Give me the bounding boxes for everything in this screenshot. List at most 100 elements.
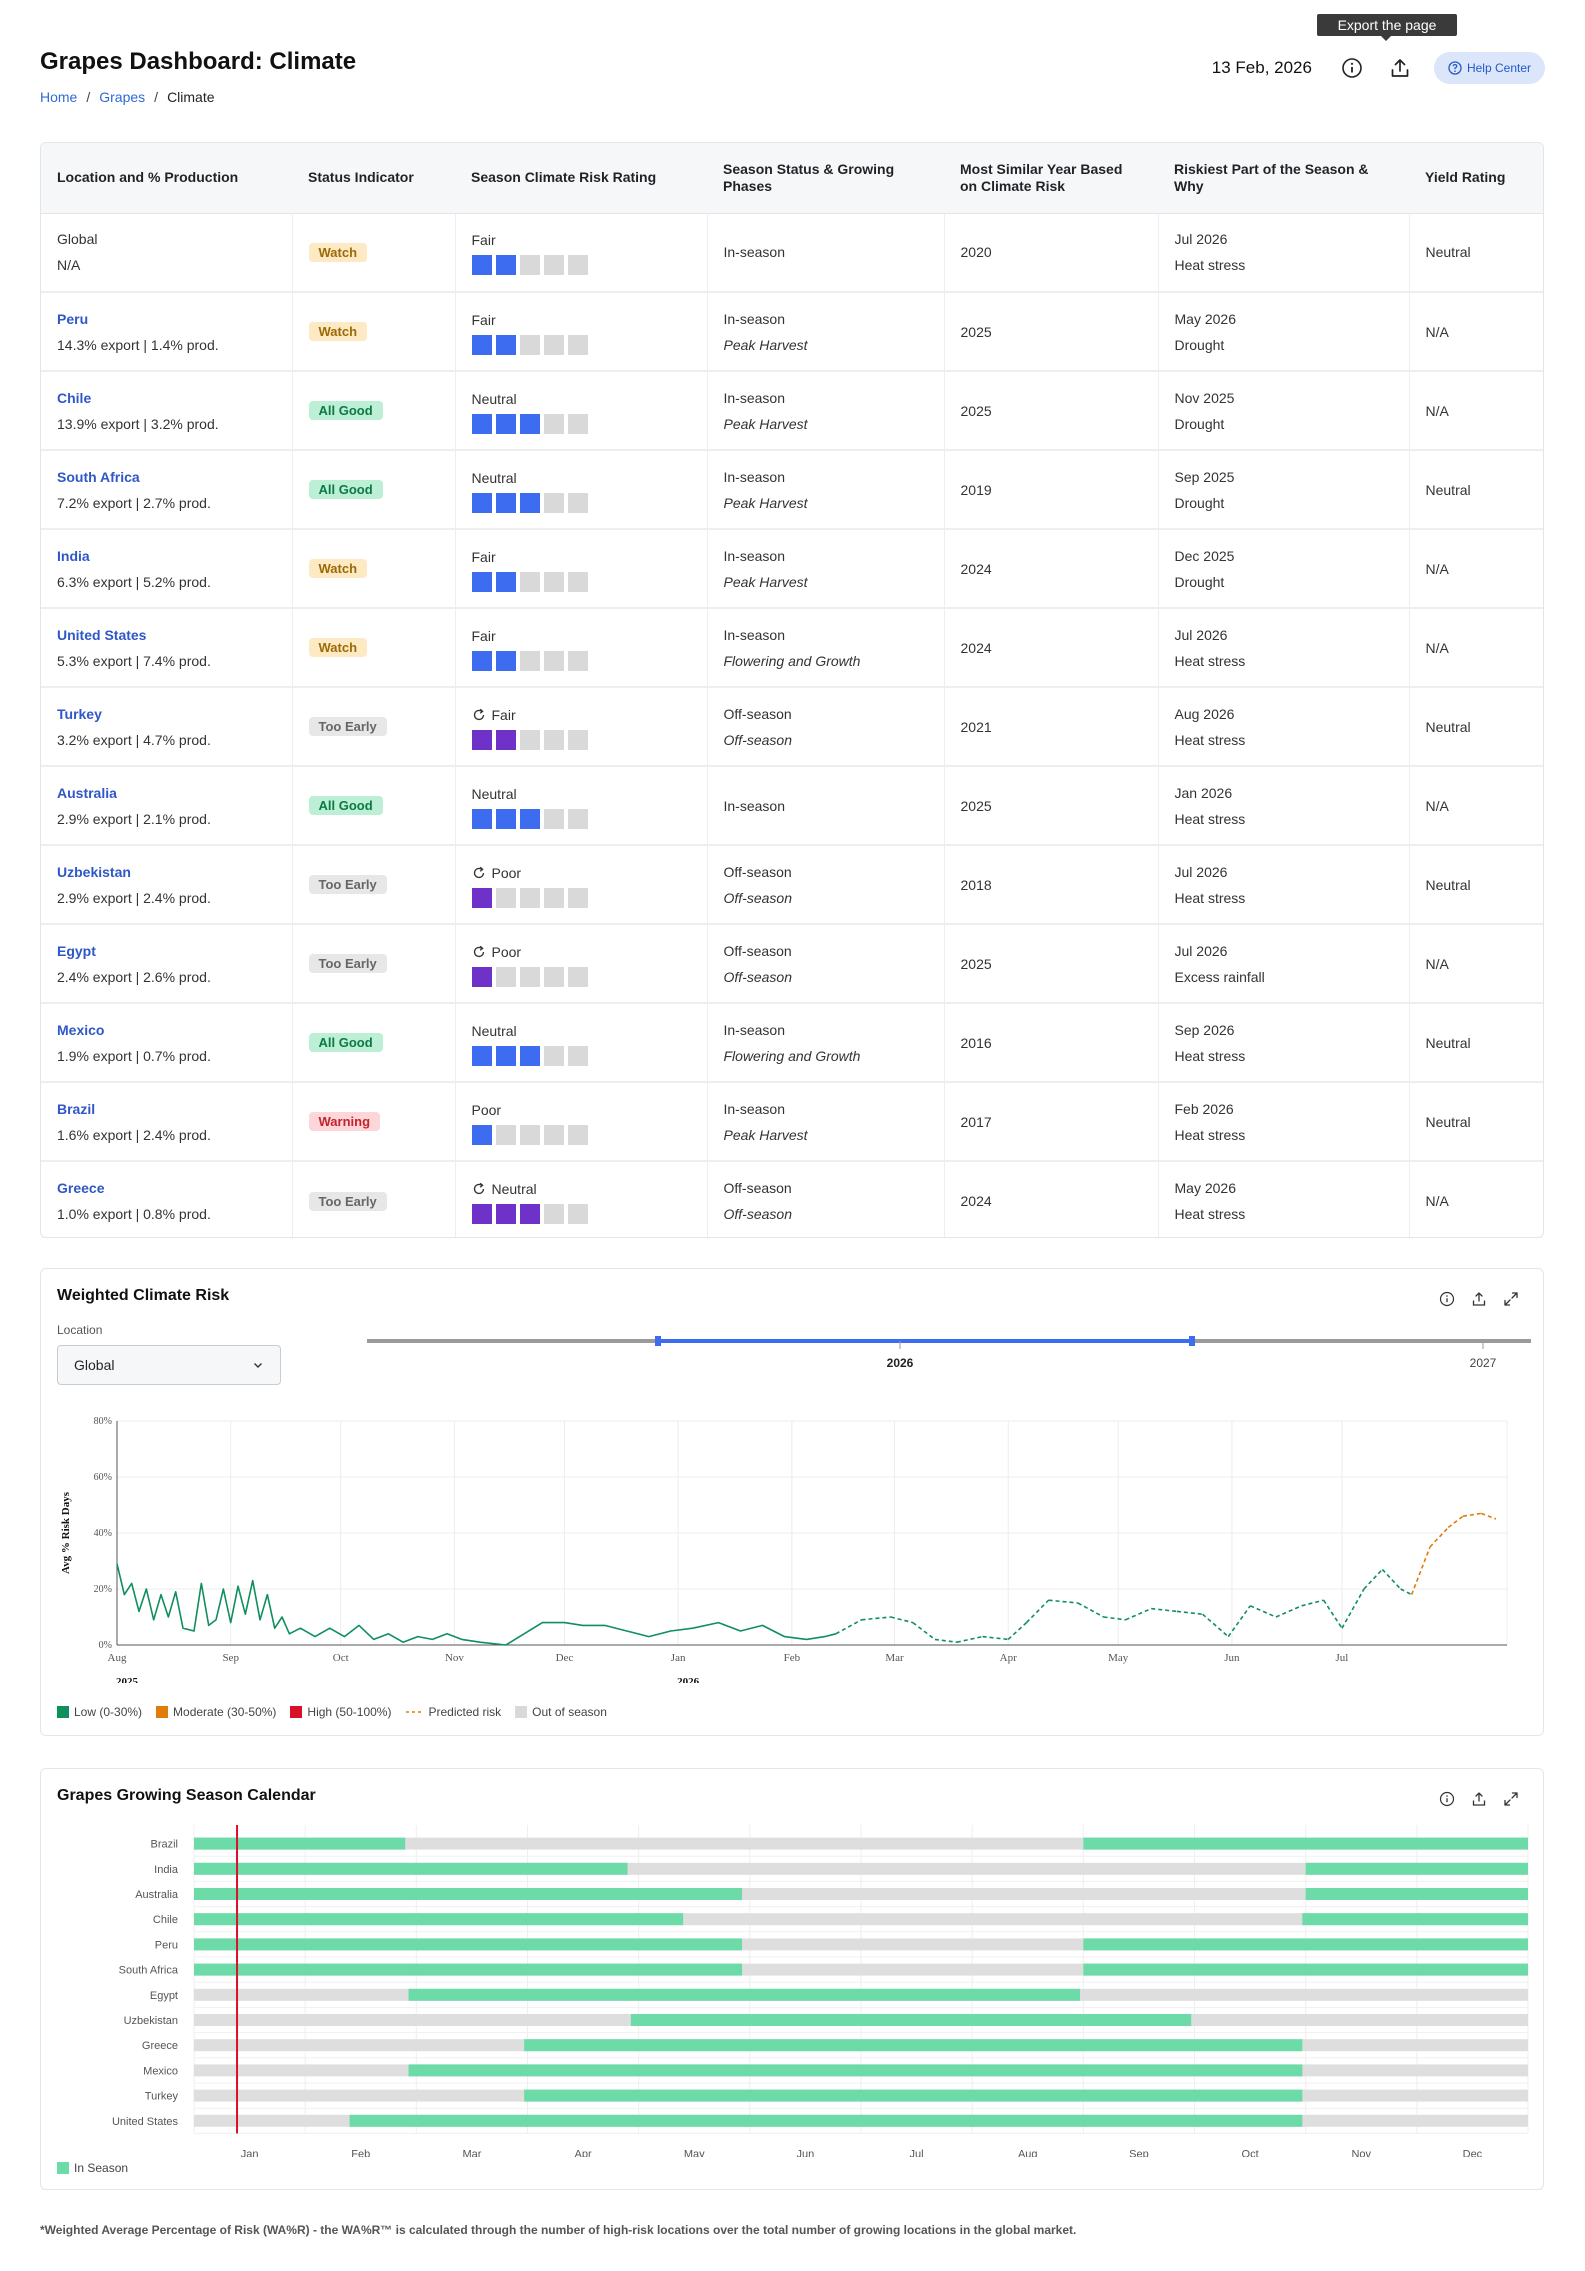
series-segment bbox=[956, 1635, 983, 1643]
series-segment bbox=[1103, 1616, 1126, 1621]
rating-box-empty bbox=[567, 887, 588, 908]
in-season-bar[interactable] bbox=[1083, 1963, 1528, 1976]
location-link[interactable]: Australia bbox=[57, 784, 117, 801]
in-season-bar[interactable] bbox=[194, 1862, 628, 1875]
col-header-yield[interactable]: Yield Rating bbox=[1409, 143, 1543, 214]
slider-handle-end[interactable] bbox=[1189, 1336, 1195, 1346]
expand-icon[interactable] bbox=[1501, 1789, 1521, 1809]
location-link[interactable]: Greece bbox=[57, 1180, 105, 1196]
cell-riskiest: May 2026 Drought bbox=[1158, 292, 1410, 372]
location-link[interactable]: Egypt bbox=[57, 942, 96, 959]
legend-item[interactable]: Predicted risk bbox=[405, 1705, 501, 1719]
col-header-rating[interactable]: Season Climate Risk Rating bbox=[455, 143, 707, 214]
table-row: Brazil 1.6% export | 2.4% prod. Warning Poo… bbox=[41, 1082, 1543, 1162]
col-header-season[interactable]: Season Status & Growing Phases bbox=[707, 143, 944, 214]
rating-box-filled bbox=[471, 650, 492, 671]
export-icon[interactable] bbox=[1469, 1289, 1489, 1309]
col-header-location[interactable]: Location and % Production bbox=[41, 143, 292, 214]
rating-boxes bbox=[471, 1124, 691, 1145]
status-badge: Too Early bbox=[308, 1191, 387, 1211]
slider-handle-start[interactable] bbox=[655, 1336, 661, 1346]
x-tick-label: Mar bbox=[885, 1652, 904, 1664]
location-link[interactable]: Peru bbox=[57, 310, 89, 327]
legend-item[interactable]: Moderate (30-50%) bbox=[156, 1705, 276, 1719]
location-production: 1.0% export | 0.8% prod. bbox=[57, 1206, 211, 1222]
location-select[interactable]: Global bbox=[57, 1345, 281, 1385]
in-season-bar[interactable] bbox=[1083, 1837, 1528, 1850]
cell-rating: Neutral bbox=[455, 766, 708, 846]
rating-box-filled bbox=[471, 413, 492, 434]
rating-box-empty bbox=[519, 650, 540, 671]
cell-location: United States 5.3% export | 7.4% prod. bbox=[41, 608, 293, 688]
series-segment bbox=[1025, 1599, 1050, 1624]
location-link[interactable]: Turkey bbox=[57, 705, 102, 722]
in-season-bar[interactable] bbox=[1305, 1862, 1528, 1875]
rating-label: Fair bbox=[472, 704, 691, 726]
in-season-bar[interactable] bbox=[524, 2089, 1303, 2102]
expand-icon[interactable] bbox=[1501, 1289, 1521, 1309]
location-link[interactable]: Chile bbox=[57, 389, 92, 406]
export-icon[interactable] bbox=[1386, 54, 1414, 82]
col-header-similar-year[interactable]: Most Similar Year Based on Climate Risk bbox=[944, 143, 1158, 214]
in-season-bar[interactable] bbox=[408, 1988, 1080, 2001]
in-season-bar[interactable] bbox=[194, 1938, 743, 1951]
location-link[interactable]: Brazil bbox=[57, 1100, 96, 1117]
breadcrumb-grapes[interactable]: Grapes bbox=[99, 89, 146, 105]
legend-item[interactable]: Out of season bbox=[515, 1705, 607, 1719]
x-tick-label: Aug bbox=[108, 1652, 127, 1664]
info-icon[interactable] bbox=[1338, 54, 1366, 82]
cell-similar-year: 2024 bbox=[944, 529, 1159, 609]
cell-yield: N/A bbox=[1425, 1193, 1449, 1209]
in-season-bar[interactable] bbox=[1305, 1888, 1528, 1900]
riskiest-reason: Heat stress bbox=[1174, 652, 1246, 669]
season-status: Off-season bbox=[723, 705, 792, 722]
cell-location: Egypt 2.4% export | 2.6% prod. bbox=[41, 924, 293, 1004]
cell-yield: Neutral bbox=[1409, 450, 1543, 530]
calendar-row-label: India bbox=[154, 1864, 179, 1876]
location-link[interactable]: South Africa bbox=[57, 468, 140, 485]
breadcrumb-separator: / bbox=[154, 89, 159, 105]
export-icon[interactable] bbox=[1469, 1789, 1489, 1809]
legend-item[interactable]: High (50-100%) bbox=[290, 1705, 391, 1719]
location-link[interactable]: India bbox=[57, 547, 90, 564]
col-header-riskiest[interactable]: Riskiest Part of the Season & Why bbox=[1158, 143, 1409, 214]
rating-boxes bbox=[471, 808, 691, 829]
col-header-status[interactable]: Status Indicator bbox=[292, 143, 455, 214]
info-icon[interactable] bbox=[1437, 1789, 1457, 1809]
rating-box-filled bbox=[471, 808, 492, 829]
cell-location: Uzbekistan 2.9% export | 2.4% prod. bbox=[41, 845, 293, 925]
rating-box-filled bbox=[471, 729, 492, 750]
riskiest-month: Jul 2026 bbox=[1174, 626, 1228, 643]
status-badge: Too Early bbox=[308, 954, 387, 973]
location-link[interactable]: United States bbox=[57, 626, 147, 643]
in-season-bar[interactable] bbox=[194, 1913, 684, 1926]
growing-phase: Off-season bbox=[723, 1206, 792, 1222]
riskiest-reason: Excess rainfall bbox=[1174, 968, 1265, 985]
growing-phase: Off-season bbox=[723, 731, 792, 748]
rating-text: Poor bbox=[491, 943, 522, 960]
cell-similar-year: 2020 bbox=[944, 213, 1159, 293]
location-link[interactable]: Mexico bbox=[57, 1021, 105, 1038]
in-season-bar[interactable] bbox=[1302, 1913, 1528, 1926]
location-link[interactable]: Uzbekistan bbox=[57, 863, 131, 880]
date-range-slider[interactable]: 2026 2027 bbox=[311, 1329, 1541, 1389]
legend-item[interactable]: Low (0-30%) bbox=[57, 1705, 142, 1719]
cell-location: Australia 2.9% export | 2.1% prod. bbox=[41, 766, 293, 846]
location-production: 14.3% export | 1.4% prod. bbox=[57, 336, 219, 353]
breadcrumb-home[interactable]: Home bbox=[40, 89, 78, 105]
legend-label: Low (0-30%) bbox=[74, 1705, 143, 1719]
in-season-bar[interactable] bbox=[1083, 1938, 1528, 1951]
rating-text: Fair bbox=[471, 232, 496, 249]
help-center-button[interactable]: Help Center bbox=[1433, 52, 1545, 84]
in-season-bar[interactable] bbox=[194, 1888, 743, 1900]
in-season-bar[interactable] bbox=[349, 2114, 1303, 2127]
in-season-bar[interactable] bbox=[630, 2014, 1192, 2026]
info-icon[interactable] bbox=[1437, 1289, 1457, 1309]
series-segment bbox=[1275, 1605, 1302, 1618]
in-season-bar[interactable] bbox=[194, 1837, 406, 1850]
in-season-bar[interactable] bbox=[408, 2064, 1303, 2077]
in-season-bar[interactable] bbox=[194, 1963, 743, 1976]
status-badge: Too Early bbox=[308, 875, 387, 894]
in-season-bar[interactable] bbox=[524, 2039, 1303, 2052]
cell-season: Off-season Off-season bbox=[707, 845, 945, 925]
